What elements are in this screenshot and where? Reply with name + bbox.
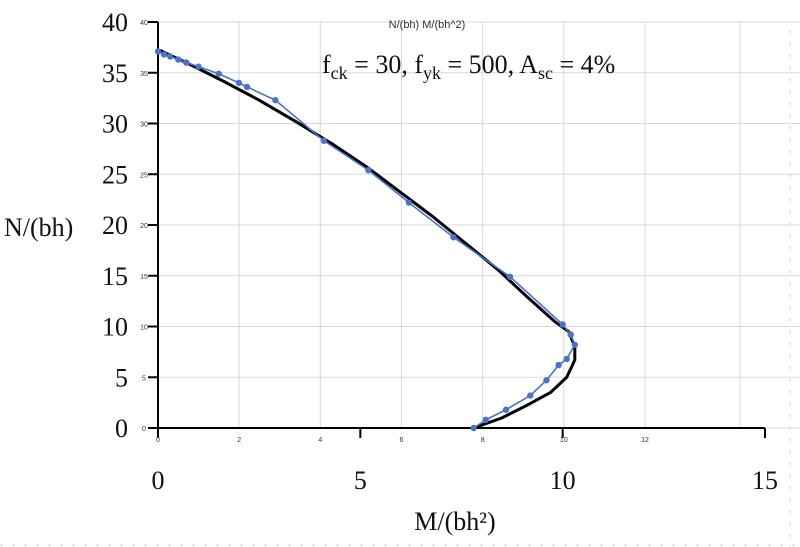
annotation-subscript: ck: [331, 63, 348, 83]
grid: [158, 21, 800, 429]
annotation: fck = 30, fyk = 500, Asc = 4%: [322, 50, 615, 83]
x-tick-label: 15: [752, 466, 778, 495]
annotation-subscript: yk: [423, 63, 441, 83]
inner-x-tick-label: 12: [641, 437, 649, 444]
data-point: [160, 51, 168, 58]
x-tick-label: 10: [550, 466, 576, 495]
data-point: [272, 96, 279, 104]
annotation-part: = 4%: [553, 50, 615, 79]
inner-y-tick-label: 0: [142, 426, 146, 433]
inner-y-tick-label: 30: [140, 122, 148, 129]
data-point: [571, 341, 579, 348]
data-point: [215, 70, 222, 77]
data-point: [320, 137, 328, 144]
inner-x-tick-label: 0: [156, 437, 160, 444]
inner-x-tick-label: 4: [318, 437, 322, 444]
annotation-subscript: sc: [538, 63, 553, 83]
x-tick-label: 5: [354, 466, 367, 495]
inner-y-tick-label: 15: [140, 274, 148, 281]
y-tick-label: 15: [102, 262, 128, 291]
data-point: [450, 233, 457, 241]
data-point: [175, 56, 182, 63]
y-tick-label: 30: [102, 110, 128, 139]
data-point: [482, 416, 489, 424]
annotation-part: = 500, A: [441, 50, 538, 79]
annotation-part: = 30, f: [348, 50, 424, 79]
data-point: [502, 406, 510, 413]
data-point: [243, 83, 251, 91]
inner-y-tick-label: 35: [140, 71, 148, 78]
data-point: [563, 355, 570, 363]
data-point: [365, 166, 372, 174]
inner-y-tick-label: 25: [140, 172, 148, 179]
inner-x-tick-label: 8: [481, 437, 485, 444]
y-tick-label: 40: [102, 8, 128, 37]
ticks: 0 5 10 15 0 5 10 15 20 25 30 35 40 0 2 4 6 8 10 12 0 5 10 15 20 2…: [102, 8, 778, 495]
y-tick-label: 10: [102, 313, 128, 342]
y-tick-label: 35: [102, 59, 128, 88]
inner-y-tick-label: 40: [140, 20, 148, 27]
data-point: [506, 273, 514, 280]
data-point: [470, 424, 477, 432]
data-point: [559, 321, 566, 328]
series: [154, 48, 579, 432]
inner-y-tick-label: 20: [140, 223, 148, 230]
y-tick-label: 5: [115, 363, 128, 392]
data-point: [567, 331, 574, 338]
x-tick-label: 0: [152, 466, 165, 495]
inner-x-tick-label: 6: [400, 437, 404, 444]
annotation-part: f: [322, 50, 331, 79]
data-point: [166, 53, 174, 60]
y-tick-label: 25: [102, 160, 128, 189]
inner-x-tick-label: 10: [560, 437, 568, 444]
data-point: [405, 199, 413, 206]
chart-title: N/(bh) M/(bh^2): [389, 19, 466, 31]
data-point: [527, 392, 534, 399]
y-tick-label: 20: [102, 211, 128, 240]
inner-y-tick-label: 10: [140, 325, 148, 332]
x-axis-label: M/(bh²): [414, 507, 495, 536]
inner-x-tick-label: 2: [237, 437, 241, 444]
data-point: [183, 59, 190, 66]
inner-y-tick-label: 5: [142, 375, 146, 382]
data-point: [555, 361, 562, 369]
data-point: [235, 79, 243, 87]
data-point: [543, 377, 550, 384]
data-point: [154, 48, 162, 55]
y-axis-label: N/(bh): [4, 213, 73, 242]
series-line: [157, 50, 576, 429]
series-line: [159, 49, 577, 430]
y-tick-label: 0: [115, 414, 128, 443]
data-point: [195, 63, 202, 70]
